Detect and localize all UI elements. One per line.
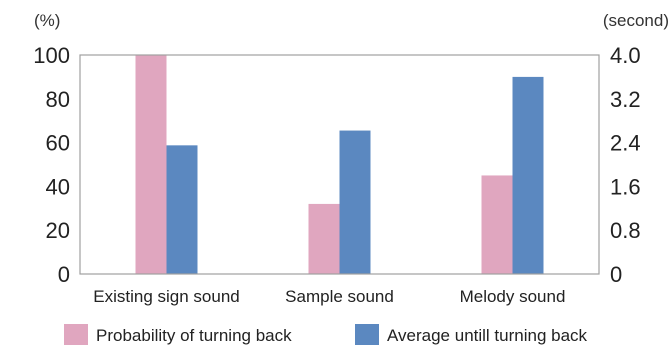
bar-average-2 [512, 76, 544, 275]
right-axis-unit: (second) [603, 11, 669, 30]
left-tick-label: 20 [46, 218, 70, 243]
left-tick-label: 100 [33, 43, 70, 68]
left-tick-label: 40 [46, 174, 70, 199]
left-tick-label: 60 [46, 131, 70, 156]
left-tick-label: 0 [58, 262, 70, 287]
bars [135, 55, 544, 275]
legend-swatch-probability [64, 324, 88, 345]
bar-probability-2 [481, 175, 513, 274]
legend: Probability of turning back Average unti… [64, 324, 588, 345]
left-axis-ticks: 100 80 60 40 20 0 [33, 43, 70, 287]
category-label: Sample sound [285, 287, 394, 306]
right-tick-label: 0.8 [610, 218, 641, 243]
right-tick-label: 3.2 [610, 87, 641, 112]
bar-probability-1 [308, 203, 340, 274]
right-tick-label: 4.0 [610, 43, 641, 68]
bar-average-0 [166, 145, 198, 274]
bar-average-1 [339, 130, 371, 274]
right-tick-label: 2.4 [610, 131, 641, 156]
right-tick-label: 1.6 [610, 174, 641, 199]
category-labels: Existing sign sound Sample sound Melody so… [93, 287, 565, 306]
legend-label-average: Average untill turning back [387, 326, 588, 345]
right-axis-ticks: 4.0 3.2 2.4 1.6 0.8 0 [610, 43, 641, 287]
plot-area-frame [79, 54, 600, 275]
legend-label-probability: Probability of turning back [96, 326, 292, 345]
bar-probability-0 [135, 55, 167, 274]
category-label: Melody sound [460, 287, 566, 306]
left-axis-unit: (%) [34, 11, 60, 30]
legend-swatch-average [355, 324, 379, 345]
right-tick-label: 0 [610, 262, 622, 287]
left-tick-label: 80 [46, 87, 70, 112]
category-label: Existing sign sound [93, 287, 239, 306]
